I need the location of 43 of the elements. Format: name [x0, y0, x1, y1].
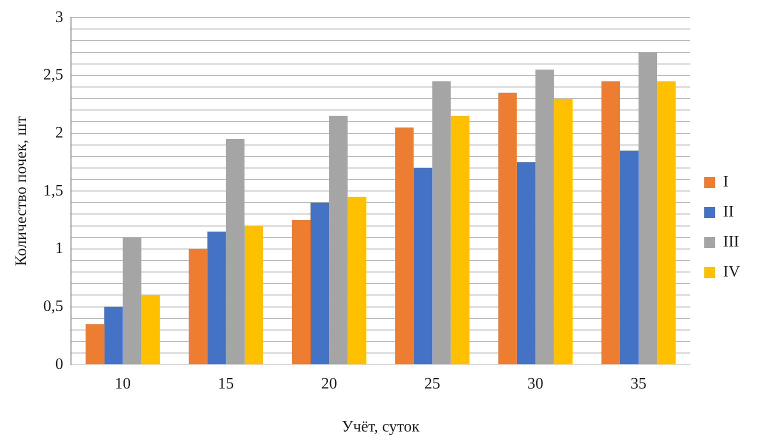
bar [620, 150, 639, 364]
bar [414, 168, 432, 364]
x-tick-label: 35 [630, 375, 647, 392]
bar [329, 116, 348, 364]
bar [86, 324, 104, 364]
bar [516, 162, 536, 364]
bar [141, 295, 160, 364]
bar [450, 116, 470, 364]
y-tick-label: 0,5 [43, 298, 64, 315]
bar [244, 226, 264, 364]
y-axis-title: Количество почек, шт [12, 116, 30, 266]
x-tick-label: 30 [527, 375, 544, 392]
legend-label: IV [723, 264, 740, 281]
x-axis-title: Учёт, суток [342, 418, 420, 436]
bar [292, 220, 311, 364]
y-tick-label: 1,5 [43, 182, 64, 200]
bar [104, 306, 123, 364]
x-tick-label: 25 [424, 375, 440, 392]
bar [207, 232, 226, 364]
y-tick-label: 1 [55, 240, 64, 258]
x-tick-label: 10 [114, 375, 131, 392]
y-tick-label: 0 [55, 356, 64, 373]
bar [226, 139, 244, 364]
bar [122, 237, 142, 364]
bar [188, 248, 208, 364]
bar [310, 202, 330, 364]
legend-label: I [723, 174, 728, 191]
x-tick-label: 20 [321, 375, 338, 392]
bar [432, 81, 451, 364]
bar [554, 98, 573, 364]
bar [535, 70, 554, 364]
legend-label: III [723, 234, 740, 251]
bar [395, 127, 414, 364]
y-tick-label: 2,5 [43, 66, 64, 84]
y-tick-label: 2 [55, 124, 64, 142]
bar [638, 52, 658, 364]
y-tick-label: 3 [55, 8, 64, 26]
bar [657, 81, 676, 364]
legend-label: II [723, 204, 734, 221]
bar [498, 92, 517, 364]
bar [601, 81, 620, 364]
x-tick-label: 15 [218, 375, 234, 392]
bar [348, 196, 366, 364]
